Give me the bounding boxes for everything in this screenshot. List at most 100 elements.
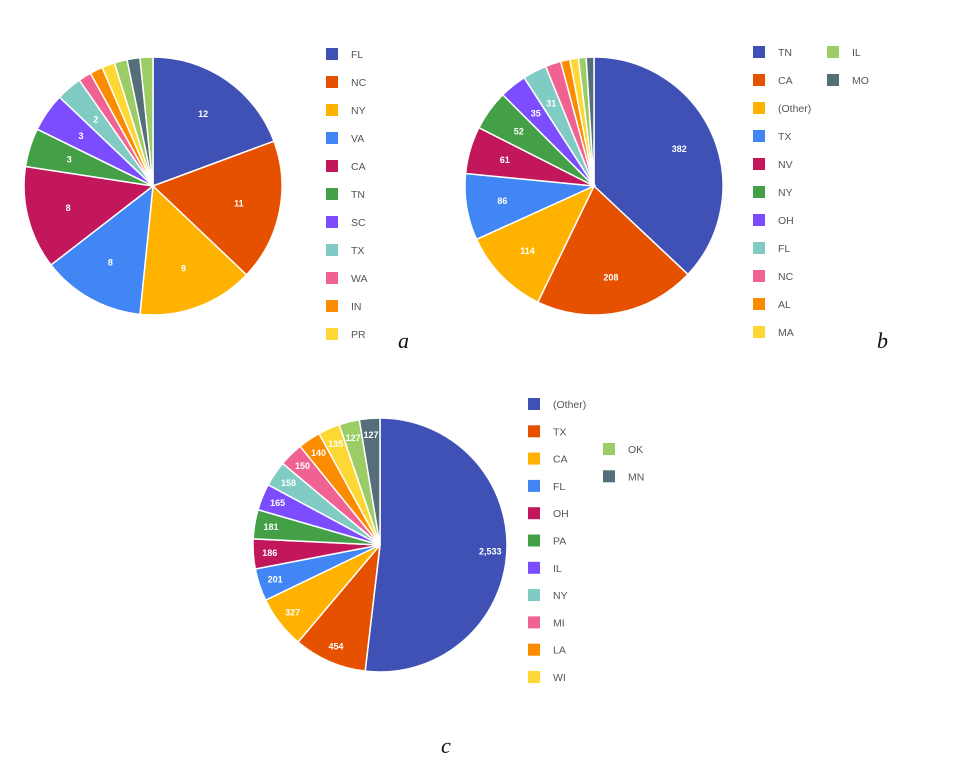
- pie-c-data-label: 158: [281, 478, 296, 488]
- legend-a-label: CA: [351, 161, 366, 173]
- legend-a-label: TX: [351, 245, 364, 257]
- legend-c-swatch: [528, 507, 540, 520]
- legend-b-swatch: [753, 298, 765, 310]
- pie-c-data-label: 135: [328, 439, 343, 449]
- legend-a-label: TN: [351, 189, 365, 201]
- pie-b-data-label: 52: [514, 127, 524, 137]
- legend-b-swatch: [753, 186, 765, 198]
- legend-c-label: OH: [553, 508, 569, 520]
- legend-c: (Other) TX CA FL OH PA IL NY MI LA WI OK MN: [528, 398, 644, 684]
- legend-b-swatch: [753, 102, 765, 114]
- legend-c-swatch: [528, 398, 540, 410]
- pie-c-data-label: 201: [268, 575, 283, 585]
- pie-c-slice-mn: [358, 417, 381, 546]
- legend-b-swatch: [753, 242, 765, 254]
- pie-c-data-label: 127: [363, 430, 378, 440]
- legend-c-swatch: [528, 589, 540, 602]
- legend-b-swatch: [827, 46, 839, 58]
- legend-a-swatch: [326, 272, 338, 284]
- legend-b-label: FL: [778, 243, 790, 255]
- pie-a-data-label: 8: [66, 203, 71, 213]
- legend-c-swatch: [528, 616, 540, 629]
- legend-c-label: PA: [553, 536, 566, 548]
- legend-c-label: WI: [553, 672, 566, 684]
- legend-c-swatch: [528, 671, 540, 683]
- legend-c-swatch: [528, 452, 540, 465]
- pie-c-data-label: 181: [263, 522, 278, 532]
- legend-b-label: IL: [852, 47, 861, 59]
- pie-b-data-label: 31: [546, 99, 556, 109]
- legend-b: TN CA (Other) TX NV NY OH FL NC AL MA IL MO: [753, 46, 869, 339]
- pie-a-slice-va: [49, 184, 154, 316]
- legend-a-label: FL: [351, 49, 363, 61]
- legend-a-label: NY: [351, 105, 366, 117]
- legend-b-label: CA: [778, 75, 793, 87]
- legend-b-swatch: [827, 74, 839, 86]
- legend-b-swatch: [753, 214, 765, 226]
- pie-a-slice-ca: [23, 165, 155, 267]
- legend-b-swatch: [753, 74, 765, 86]
- legend-c-swatch: [528, 479, 540, 492]
- pie-c-data-label: 454: [328, 641, 343, 651]
- pie-a-data-label: 8: [108, 258, 113, 268]
- legend-c-swatch: [528, 643, 540, 656]
- panel-label-c: c: [441, 733, 451, 758]
- legend-a-label: WA: [351, 273, 368, 285]
- legend-c-swatch: [528, 561, 540, 574]
- pie-b-slice-other: [475, 184, 596, 304]
- legend-a-label: PR: [351, 329, 366, 341]
- pie-chart-b: 382 208 114 86 61 52 35 31: [464, 56, 724, 316]
- legend-b-label: MA: [778, 327, 794, 339]
- legend-a-label: VA: [351, 133, 364, 145]
- legend-c-label: TX: [553, 426, 566, 438]
- pie-b-data-label: 86: [497, 196, 507, 206]
- legend-b-label: NY: [778, 187, 793, 199]
- legend-a-swatch: [326, 328, 338, 340]
- pie-c-data-label: 186: [262, 548, 277, 558]
- legend-b-swatch: [753, 130, 765, 142]
- legend-b-swatch: [753, 46, 765, 58]
- pie-a-slice-nc: [151, 140, 283, 276]
- legend-b-label: TX: [778, 131, 791, 143]
- legend-a-swatch: [326, 188, 338, 200]
- pie-b-data-label: 114: [520, 246, 535, 256]
- pie-b-data-label: 61: [500, 155, 510, 165]
- legend-c-label: NY: [553, 590, 568, 602]
- legend-a-swatch: [326, 216, 338, 228]
- legend-a-swatch: [326, 244, 338, 256]
- pie-a-data-label: 9: [181, 263, 186, 273]
- legend-a-swatch: [326, 160, 338, 172]
- legend-c-label: MI: [553, 617, 565, 629]
- legend-a-swatch: [326, 300, 338, 312]
- legend-a-label: NC: [351, 77, 367, 89]
- legend-c-label: IL: [553, 563, 562, 575]
- legend-c-swatch: [528, 534, 540, 547]
- legend-a-swatch: [326, 132, 338, 144]
- pie-b-slice-tn: [593, 56, 724, 276]
- legend-b-swatch: [753, 158, 765, 170]
- legend-b-label: TN: [778, 47, 792, 59]
- legend-b-label: MO: [852, 75, 869, 87]
- legend-c-swatch: [603, 443, 615, 455]
- legend-a-label: IN: [351, 301, 362, 313]
- legend-a-label: SC: [351, 217, 366, 229]
- legend-a-swatch: [326, 48, 338, 60]
- pie-a-slice-fl: [152, 56, 275, 188]
- panel-label-b: b: [877, 328, 888, 353]
- legend-c-label: (Other): [553, 399, 586, 411]
- legend-b-swatch: [753, 270, 765, 282]
- legend-c-label: FL: [553, 481, 565, 493]
- pie-a-data-label: 3: [78, 131, 83, 141]
- pie-c-data-label: 140: [311, 448, 326, 458]
- panel-label-a: a: [398, 328, 409, 353]
- pie-b-slice-mo: [585, 56, 595, 187]
- pie-a-slice-s14: [139, 56, 154, 187]
- pie-c-slice-other: [364, 417, 508, 673]
- pie-c-data-label: 150: [295, 461, 310, 471]
- pie-b-data-label: 382: [672, 144, 687, 154]
- pie-a-data-label: 12: [198, 109, 208, 119]
- legend-c-swatch: [603, 470, 615, 483]
- legend-c-label: OK: [628, 444, 643, 456]
